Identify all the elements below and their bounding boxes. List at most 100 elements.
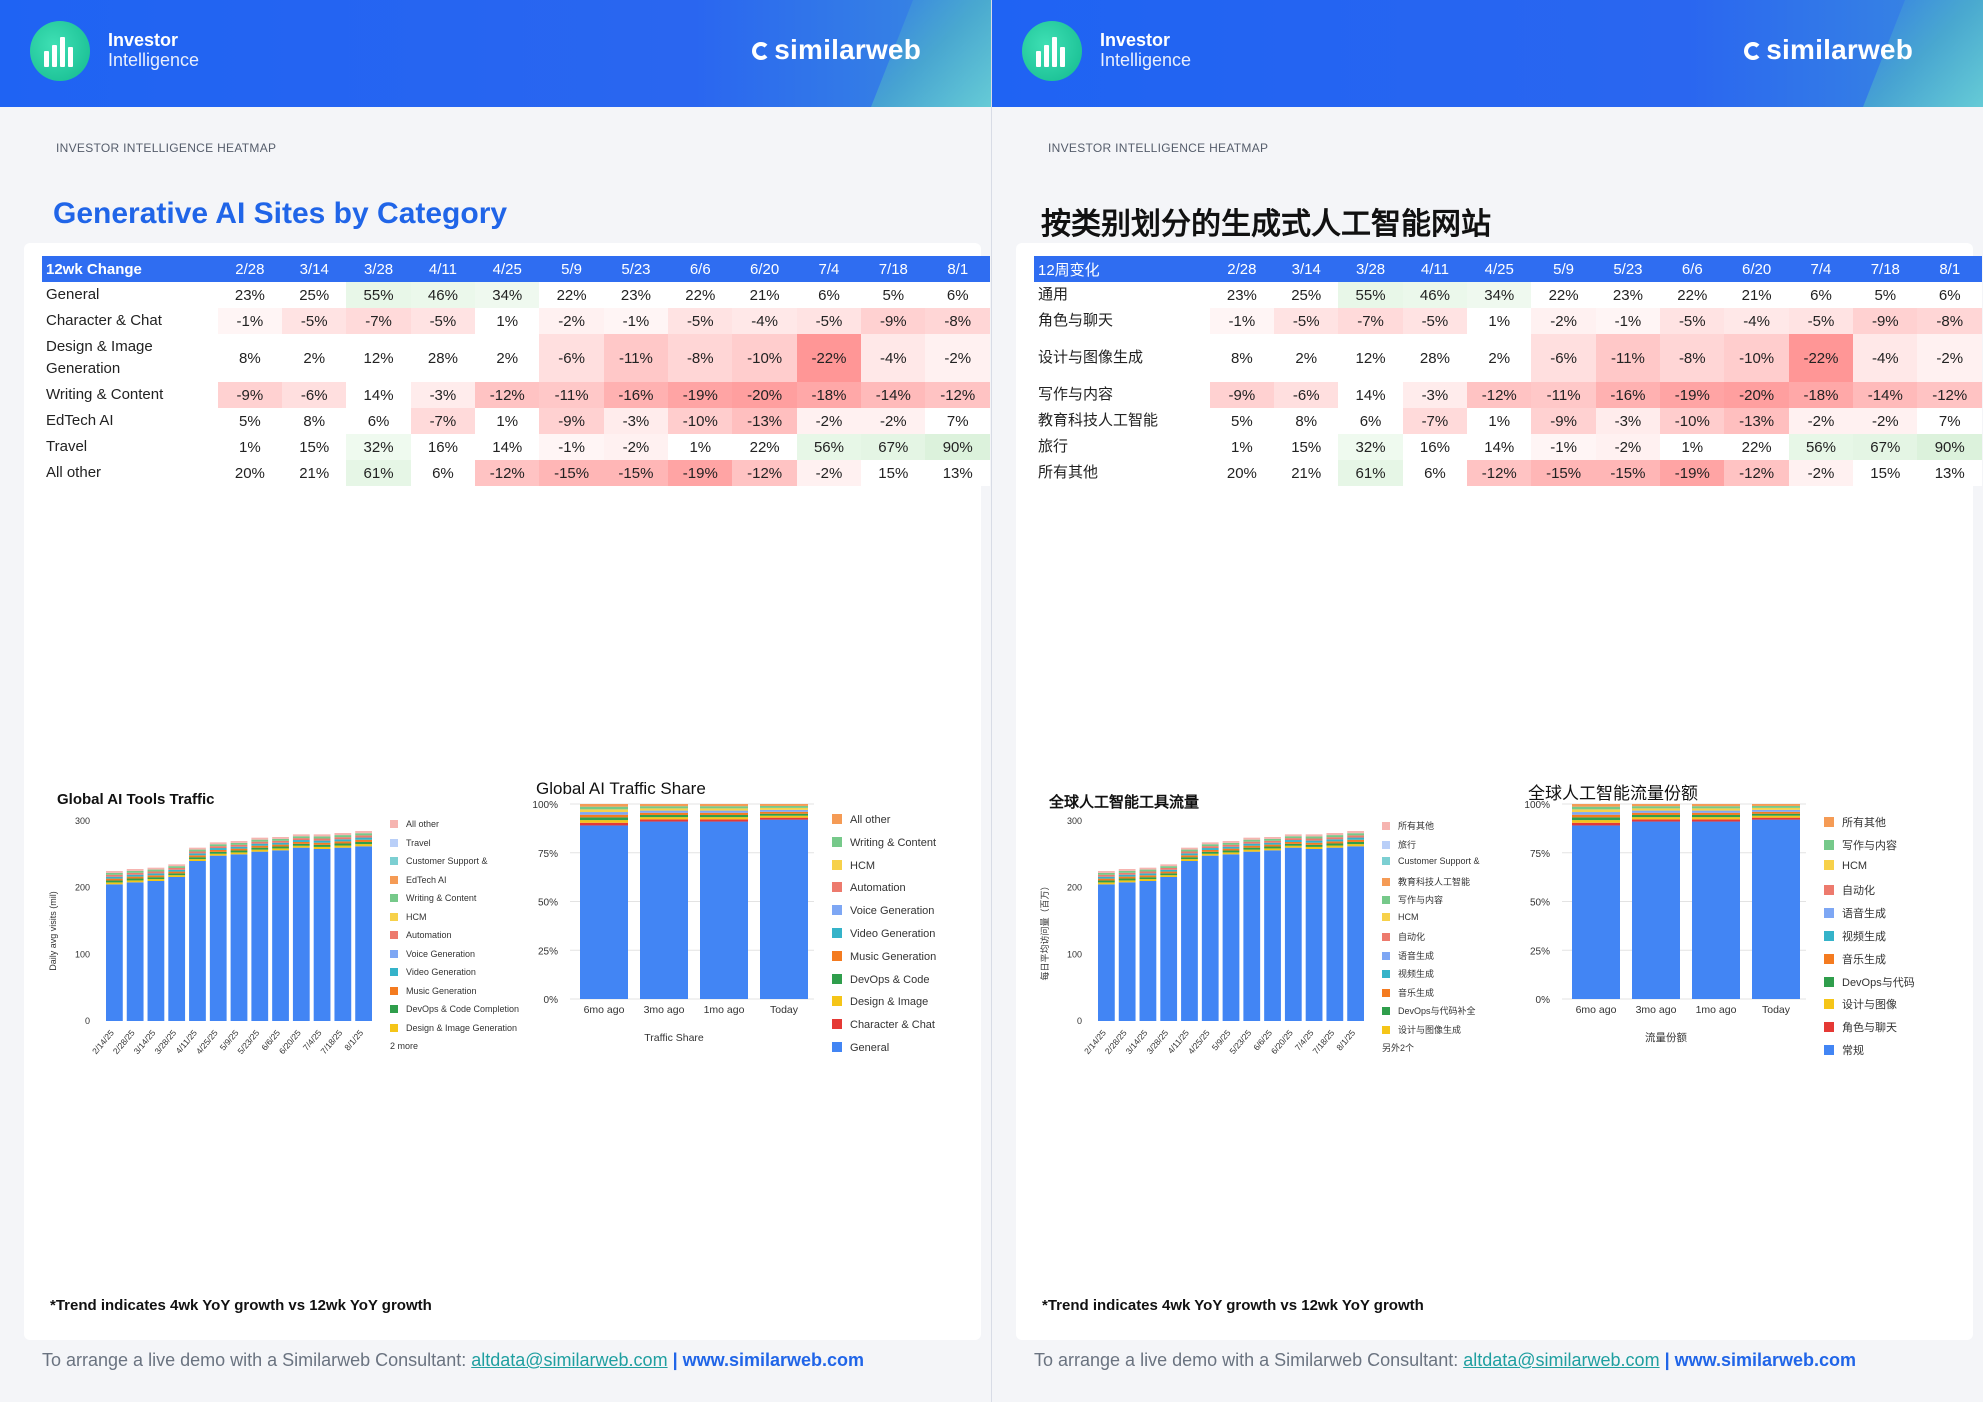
share-y-tick-label: 25% [538, 946, 558, 957]
traffic-bar-segment [1201, 851, 1219, 854]
heatmap-cell: 13% [1917, 460, 1982, 486]
heatmap-cell: 6% [346, 408, 411, 434]
legend-swatch [1382, 1025, 1390, 1034]
share-y-tick-label: 50% [538, 898, 558, 909]
traffic-bar-segment [168, 869, 186, 872]
share-legend-item: Automation [832, 882, 906, 894]
traffic-y-tick-label: 300 [75, 816, 90, 826]
brand-name: Investor Intelligence [108, 30, 200, 70]
traffic-bar-segment [1098, 876, 1115, 879]
traffic-bar-segment [1243, 847, 1261, 850]
traffic-bar-general [1201, 855, 1219, 1021]
share-bar-segment [640, 810, 688, 813]
legend-swatch [1382, 1007, 1390, 1015]
share-bar-general [640, 821, 688, 999]
legend-swatch [390, 857, 398, 865]
heatmap-cell: 23% [1595, 282, 1661, 308]
traffic-bar-segment [1284, 836, 1302, 839]
share-legend-item: 视频生成 [1824, 928, 1886, 944]
share-bar-segment [1752, 807, 1800, 810]
traffic-bar-segment [1347, 837, 1364, 840]
traffic-y-tick-label: 300 [1067, 816, 1082, 826]
traffic-chart-title: Global AI Tools Traffic [57, 791, 215, 808]
website-link[interactable]: www.similarweb.com [1674, 1350, 1856, 1370]
traffic-bar-segment [1305, 840, 1323, 843]
share-bar-segment [1572, 814, 1620, 818]
traffic-x-tick-label: 6/20/25 [277, 1028, 303, 1056]
traffic-bar-segment [1098, 878, 1115, 881]
traffic-bar-segment [189, 851, 206, 854]
heatmap-cell: 8% [1209, 334, 1275, 382]
contact-email-link[interactable]: altdata@similarweb.com [471, 1350, 668, 1370]
traffic-bar-segment [1181, 847, 1198, 850]
traffic-bar-segment [168, 864, 186, 867]
heatmap-cell: 15% [861, 460, 926, 486]
traffic-bar-segment [1160, 867, 1178, 870]
website-link[interactable]: www.similarweb.com [682, 1350, 864, 1370]
traffic-x-tick-label: 5/23/25 [1227, 1028, 1253, 1056]
traffic-legend-item: All other [390, 819, 439, 829]
share-bar-segment [700, 808, 748, 811]
traffic-legend-item: 旅行 [1382, 838, 1416, 851]
traffic-legend-more[interactable]: 另外2个 [1382, 1043, 1415, 1053]
legend-swatch [390, 968, 398, 976]
heatmap-cell: -20% [732, 382, 797, 408]
share-bar-segment [580, 822, 628, 826]
traffic-bar-segment [1181, 851, 1198, 854]
kicker-label: INVESTOR INTELLIGENCE HEATMAP [1048, 141, 1269, 155]
heatmap-row: 通用 23% 25% 55% 46% 34% 22% 23% 22% 21% 6% 5% 6% [1034, 282, 1982, 308]
heatmap-cell: -12% [1467, 382, 1532, 408]
traffic-bar-general [1139, 881, 1157, 1021]
traffic-bar-segment [1243, 837, 1261, 840]
traffic-bar-segment [106, 872, 123, 875]
traffic-legend-item: Video Generation [390, 967, 476, 977]
heatmap-cell: -5% [1660, 308, 1725, 334]
share-bar-segment [640, 817, 688, 820]
heatmap-date-header: 8/1 [1917, 256, 1982, 282]
traffic-bar-segment [1201, 848, 1219, 850]
heatmap-cell: -4% [732, 308, 797, 334]
traffic-bar-segment [1139, 869, 1157, 872]
traffic-bar-segment [1326, 833, 1344, 836]
heatmap-cell: -22% [796, 334, 862, 382]
heatmap-cell: 16% [410, 434, 476, 460]
share-y-tick-label: 0% [1536, 995, 1551, 1006]
traffic-bar-segment [230, 848, 248, 851]
traffic-bar-segment [334, 835, 352, 838]
share-bar-segment [1752, 804, 1800, 806]
traffic-legend-more[interactable]: 2 more [390, 1041, 419, 1051]
heatmap-cell: 28% [1402, 334, 1468, 382]
traffic-bar-segment [292, 840, 310, 842]
heatmap-cell: 46% [1402, 282, 1468, 308]
legend-swatch [832, 1019, 842, 1030]
legend-swatch [390, 1023, 398, 1032]
traffic-bar-segment [355, 839, 372, 842]
heatmap-cell: 22% [732, 434, 797, 460]
legend-swatch [390, 986, 398, 995]
traffic-bar-segment [1118, 876, 1136, 879]
traffic-bar-segment [209, 851, 227, 854]
share-bar-segment [580, 804, 628, 807]
traffic-bar-segment [1284, 834, 1302, 837]
heatmap-row-label: 教育科技人工智能 [1038, 412, 1159, 429]
legend-swatch [832, 905, 842, 916]
heatmap-date-header: 7/4 [1788, 256, 1854, 282]
share-bar-segment [1692, 814, 1740, 818]
legend-swatch [832, 1042, 842, 1052]
share-legend-item: HCM [832, 859, 875, 872]
heatmap-cell: 90% [1917, 434, 1982, 460]
legend-swatch [1382, 896, 1390, 904]
heatmap-cell: 56% [1788, 434, 1854, 460]
legend-swatch [390, 912, 398, 921]
page-divider [991, 0, 992, 1402]
header-banner: Investor Intelligence similarweb [992, 0, 1983, 107]
legend-swatch [1824, 1022, 1834, 1033]
heatmap-cell: 1% [1467, 308, 1532, 334]
heatmap-cell: -4% [861, 334, 926, 382]
heatmap-row-label: Character & Chat [46, 312, 162, 329]
traffic-bar-segment [106, 874, 123, 877]
contact-email-link[interactable]: altdata@similarweb.com [1463, 1350, 1660, 1370]
share-chart-title: Global AI Traffic Share [536, 779, 706, 798]
heatmap-cell: -5% [668, 308, 733, 334]
share-legend-item: Voice Generation [832, 905, 934, 917]
